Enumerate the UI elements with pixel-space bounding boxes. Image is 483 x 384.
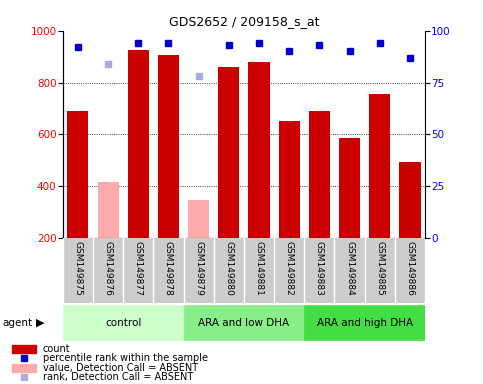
- Bar: [67, 111, 88, 238]
- Text: GSM149883: GSM149883: [315, 242, 324, 296]
- Text: agent: agent: [2, 318, 32, 328]
- Bar: [218, 67, 240, 238]
- Text: ▶: ▶: [36, 318, 45, 328]
- Bar: [309, 111, 330, 238]
- Text: count: count: [43, 344, 71, 354]
- Text: GSM149877: GSM149877: [134, 242, 143, 296]
- Bar: [339, 138, 360, 238]
- Text: value, Detection Call = ABSENT: value, Detection Call = ABSENT: [43, 363, 198, 373]
- Text: GSM149881: GSM149881: [255, 242, 264, 296]
- Bar: [369, 94, 390, 238]
- Text: GSM149879: GSM149879: [194, 242, 203, 296]
- Bar: [12, 364, 36, 372]
- Text: GSM149876: GSM149876: [103, 242, 113, 296]
- Bar: [304, 305, 425, 340]
- Bar: [399, 162, 421, 238]
- Bar: [128, 50, 149, 238]
- Bar: [279, 121, 300, 238]
- Bar: [188, 200, 209, 238]
- Text: GSM149886: GSM149886: [405, 242, 414, 296]
- Bar: [12, 345, 36, 353]
- Title: GDS2652 / 209158_s_at: GDS2652 / 209158_s_at: [169, 15, 319, 28]
- Text: GSM149875: GSM149875: [73, 242, 83, 296]
- Text: rank, Detection Call = ABSENT: rank, Detection Call = ABSENT: [43, 372, 193, 382]
- Bar: [184, 305, 304, 340]
- Text: control: control: [105, 318, 142, 328]
- Text: GSM149880: GSM149880: [224, 242, 233, 296]
- Bar: [63, 305, 184, 340]
- Bar: [98, 182, 119, 238]
- Bar: [158, 55, 179, 238]
- Text: GSM149878: GSM149878: [164, 242, 173, 296]
- Text: percentile rank within the sample: percentile rank within the sample: [43, 353, 208, 363]
- Text: GSM149882: GSM149882: [284, 242, 294, 296]
- Text: ARA and low DHA: ARA and low DHA: [199, 318, 289, 328]
- Text: GSM149885: GSM149885: [375, 242, 384, 296]
- Text: ARA and high DHA: ARA and high DHA: [316, 318, 413, 328]
- Text: GSM149884: GSM149884: [345, 242, 354, 296]
- Bar: [248, 62, 270, 238]
